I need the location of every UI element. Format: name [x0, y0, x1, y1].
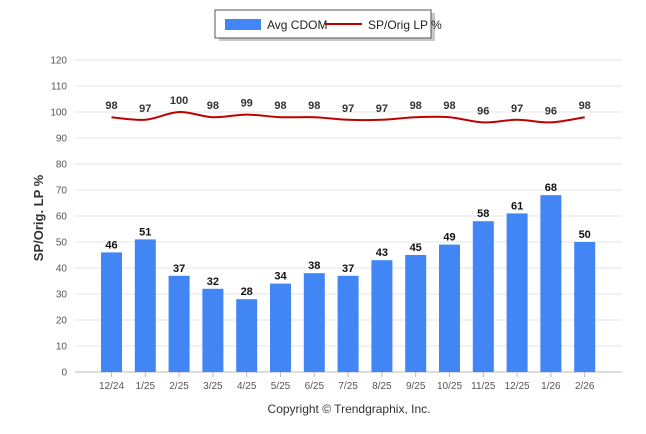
- bar-value-label: 68: [545, 182, 557, 194]
- bar: [540, 195, 562, 372]
- bar: [303, 273, 325, 372]
- y-tick-label: 10: [56, 342, 68, 353]
- line-value-label: 98: [308, 100, 320, 112]
- bar-value-label: 34: [274, 271, 287, 283]
- line-value-label: 98: [410, 100, 422, 112]
- bar-value-label: 37: [342, 263, 354, 275]
- line-value-label: 98: [105, 100, 117, 112]
- x-tick-label: 9/25: [406, 381, 426, 392]
- x-tick-label: 1/25: [136, 381, 156, 392]
- x-tick-label: 8/25: [372, 381, 392, 392]
- bar: [270, 283, 291, 372]
- bar: [134, 239, 156, 372]
- legend-bar-swatch: [225, 19, 261, 30]
- legend: Avg CDOM SP/Orig LP %: [214, 9, 442, 41]
- bar-value-label: 28: [241, 286, 253, 298]
- x-tick-label: 10/25: [437, 381, 462, 392]
- x-tick-label: 12/25: [505, 381, 530, 392]
- x-tick-label: 4/25: [237, 381, 257, 392]
- line-value-label: 98: [579, 100, 591, 112]
- x-tick-label: 2/26: [575, 381, 595, 392]
- y-tick-label: 70: [56, 186, 68, 197]
- bar: [101, 252, 122, 372]
- bar: [472, 221, 494, 372]
- line-value-label: 97: [511, 103, 523, 115]
- bar-value-label: 49: [443, 232, 455, 244]
- y-tick-label: 0: [61, 368, 67, 379]
- bar-value-label: 32: [207, 276, 219, 288]
- legend-line-label: SP/Orig LP %: [368, 18, 442, 32]
- bar-value-label: 37: [173, 263, 185, 275]
- line-value-label: 97: [376, 103, 388, 115]
- y-tick-label: 60: [56, 212, 68, 223]
- y-tick-label: 30: [56, 290, 68, 301]
- line-value-label: 99: [241, 98, 253, 110]
- bar-value-label: 50: [579, 229, 591, 241]
- bar-value-label: 61: [511, 200, 523, 212]
- bar-value-label: 38: [308, 260, 320, 272]
- x-tick-label: 6/25: [305, 381, 325, 392]
- y-tick-label: 100: [50, 108, 67, 119]
- bar: [439, 244, 460, 372]
- legend-bar-label: Avg CDOM: [267, 18, 327, 32]
- line-value-label: 98: [274, 100, 286, 112]
- x-tick-label: 2/25: [169, 381, 189, 392]
- y-tick-label: 50: [56, 238, 68, 249]
- bar: [574, 242, 596, 372]
- line-value-label: 96: [545, 105, 557, 117]
- line-series: 98 97 100 98 99 98 98 97 97 98 98 96 97 96 98: [105, 95, 591, 124]
- line-value-label: 100: [170, 95, 188, 107]
- bar: [405, 255, 427, 372]
- bar-value-label: 58: [477, 208, 489, 220]
- x-tick-label: 5/25: [271, 381, 291, 392]
- line-value-label: 98: [207, 100, 219, 112]
- line-path: [111, 110, 585, 124]
- line-value-label: 97: [342, 103, 354, 115]
- y-tick-label: 120: [50, 56, 67, 67]
- line-value-label: 96: [477, 105, 489, 117]
- bar-value-label: 43: [376, 247, 388, 259]
- x-tick-label: 12/24: [99, 381, 124, 392]
- y-tick-label: 80: [56, 160, 68, 171]
- bar-value-label: 45: [410, 242, 422, 254]
- x-axis: 12/24 1/25 2/25 3/25 4/25 5/25 6/25 7/25 8/25 9/2…: [99, 372, 595, 392]
- bar: [371, 260, 393, 372]
- bar-value-label: 51: [139, 226, 151, 238]
- line-value-label: 97: [139, 103, 151, 115]
- y-tick-label: 20: [56, 316, 68, 327]
- x-tick-label: 3/25: [203, 381, 223, 392]
- bar: [337, 275, 359, 372]
- x-tick-label: 1/26: [541, 381, 561, 392]
- bar: [506, 213, 528, 372]
- copyright-footer: Copyright © Trendgraphix, Inc.: [268, 402, 431, 416]
- x-tick-label: 7/25: [338, 381, 358, 392]
- bar: [236, 299, 258, 372]
- bar: [168, 275, 190, 372]
- y-tick-label: 110: [51, 82, 67, 93]
- line-value-label: 98: [443, 100, 455, 112]
- bar-series: 46 51 37 32 28 34 38 37 43 45 49 58 61 68 50: [101, 182, 596, 372]
- bar: [202, 288, 224, 372]
- x-tick-label: 11/25: [471, 381, 496, 392]
- y-axis-title: SP/Orig. LP %: [31, 174, 46, 261]
- y-tick-label: 40: [56, 264, 68, 275]
- y-tick-label: 90: [56, 134, 68, 145]
- bar-value-label: 46: [105, 239, 117, 251]
